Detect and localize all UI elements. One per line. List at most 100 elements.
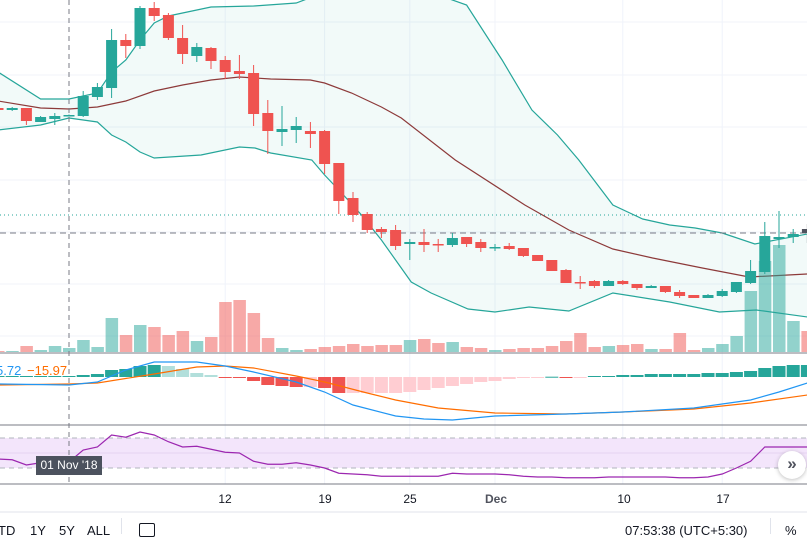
candle-body [787, 234, 799, 237]
candle-body [404, 242, 416, 244]
volume-bar [787, 321, 800, 352]
time-tick: 25 [403, 492, 417, 506]
volume-bar [176, 331, 190, 352]
candle-body [219, 60, 231, 72]
scroll-to-realtime-button[interactable]: » [778, 451, 806, 479]
macd-histogram-bar [460, 377, 474, 384]
volume-bar [602, 346, 616, 352]
volume-bar [233, 300, 246, 352]
volume-bar [20, 346, 33, 352]
volume-bar [332, 346, 346, 352]
candle-body [205, 48, 217, 61]
macd-histogram-bar [502, 377, 516, 379]
macd-histogram-bar [658, 374, 672, 377]
volume-bar [773, 245, 786, 352]
candle-body [233, 71, 245, 74]
volume-bar [545, 346, 559, 352]
candle-body [546, 260, 558, 271]
macd-histogram-bar [602, 376, 616, 377]
macd-histogram-bar [332, 377, 346, 393]
volume-bar [446, 342, 459, 352]
macd-histogram-bar [786, 365, 800, 377]
macd-histogram-bar [232, 377, 246, 378]
candle-body [418, 242, 430, 245]
time-tick: 17 [716, 492, 730, 506]
volume-bar [162, 335, 175, 352]
range-1y[interactable]: 1Y [30, 523, 46, 538]
volume-bar [560, 341, 573, 352]
calendar-icon[interactable] [139, 523, 155, 537]
macd-histogram-bar [19, 376, 33, 377]
macd-histogram-bar [76, 375, 90, 377]
candle-body [63, 115, 75, 117]
clock-time[interactable]: 07:53:38 (UTC+5:30) [625, 523, 748, 538]
volume-bar [716, 344, 729, 352]
time-tick: 10 [617, 492, 631, 506]
volume-bar [105, 318, 119, 352]
volume-bar [347, 344, 360, 352]
macd-histogram-bar [729, 372, 743, 377]
candle-body [361, 214, 373, 230]
volume-bar [6, 351, 19, 352]
range-all[interactable]: ALL [87, 523, 111, 538]
volume-bar [730, 336, 743, 352]
candle-body [702, 295, 714, 298]
macd-histogram-bar [445, 377, 459, 386]
candle-body [35, 117, 47, 122]
macd-value: 5.72 [0, 363, 22, 378]
signal-value: −15.97 [27, 363, 68, 378]
range-td[interactable]: TD [0, 523, 16, 538]
volume-bar [503, 349, 516, 352]
macd-line [0, 361, 807, 421]
volume-bar [34, 350, 48, 352]
candle-body [674, 292, 686, 296]
candle-body [77, 96, 89, 116]
candle-body [6, 108, 18, 110]
volume-bar [474, 348, 488, 352]
time-tick: 19 [318, 492, 332, 506]
candle-body [191, 47, 203, 56]
candle-body [106, 40, 118, 88]
macd-histogram-bar [701, 373, 715, 377]
candle-body [375, 229, 387, 232]
candle-body [588, 281, 600, 286]
volume-bar [389, 345, 403, 352]
macd-histogram-bar [488, 377, 502, 381]
volume-bar [361, 346, 374, 352]
volume-bar [616, 345, 630, 352]
macd-histogram-bar [630, 375, 644, 377]
rsi-line [0, 431, 807, 479]
volume-bar [304, 349, 317, 352]
macd-histogram-bar [616, 375, 630, 377]
time-tick: Dec [484, 492, 508, 506]
macd-histogram-bar [431, 377, 445, 388]
candle-body [645, 286, 657, 288]
macd-histogram-bar [176, 369, 190, 377]
volume-bar [574, 333, 587, 352]
macd-histogram-bar [303, 377, 317, 387]
volume-bar [403, 340, 417, 352]
volume-bar [48, 346, 62, 352]
macd-histogram-bar [417, 377, 431, 390]
macd-histogram-bar [673, 374, 687, 377]
candle-body [162, 15, 174, 38]
candle-body [446, 238, 458, 245]
macd-histogram-bar [758, 368, 772, 377]
candle-body [333, 163, 345, 201]
macd-histogram-bar [48, 376, 62, 377]
percent-toggle[interactable]: % [785, 523, 797, 538]
macd-histogram-bar [772, 366, 786, 377]
candle-body [489, 247, 501, 249]
macd-histogram-bar [105, 370, 119, 377]
volume-bar [77, 340, 90, 352]
volume-bar [687, 350, 701, 352]
macd-histogram-bar [687, 374, 701, 377]
range-5y[interactable]: 5Y [59, 523, 75, 538]
macd-histogram-bar [374, 377, 388, 393]
volume-bar [460, 347, 474, 352]
volume-bar [63, 348, 76, 352]
bollinger-basis [0, 76, 807, 278]
toolbar-divider [121, 518, 122, 534]
candle-body [120, 40, 132, 46]
